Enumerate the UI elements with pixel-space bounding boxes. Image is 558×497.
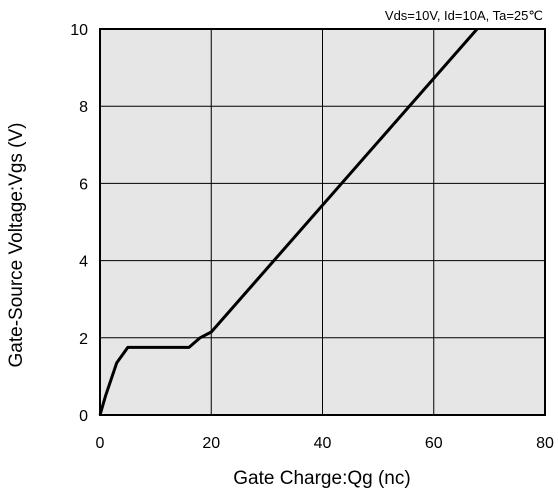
x-tick-label: 20 bbox=[202, 435, 220, 452]
y-tick-label: 8 bbox=[79, 99, 88, 116]
y-tick-label: 6 bbox=[79, 176, 88, 193]
vgs-curve bbox=[98, 28, 479, 416]
x-axis-label: Gate Charge:Qg (nc) bbox=[233, 468, 410, 489]
x-tick-label: 0 bbox=[96, 435, 105, 452]
y-axis-label: Gate-Source Voltage:Vgs (V) bbox=[6, 122, 27, 367]
y-tick-label: 10 bbox=[70, 22, 88, 39]
plot-frame bbox=[99, 28, 546, 416]
grid-lines bbox=[100, 29, 545, 415]
x-tick-label: 40 bbox=[314, 435, 332, 452]
y-tick-label: 2 bbox=[79, 331, 88, 348]
x-tick-label: 60 bbox=[425, 435, 443, 452]
test-conditions-annotation: Vds=10V, Id=10A, Ta=25℃ bbox=[385, 8, 543, 23]
y-tick-label: 4 bbox=[79, 254, 88, 271]
x-tick-labels: 0 20 40 60 80 bbox=[96, 435, 554, 452]
y-tick-labels: 0 2 4 6 8 10 bbox=[70, 22, 88, 425]
x-tick-label: 80 bbox=[536, 435, 554, 452]
y-tick-label: 0 bbox=[79, 408, 88, 425]
